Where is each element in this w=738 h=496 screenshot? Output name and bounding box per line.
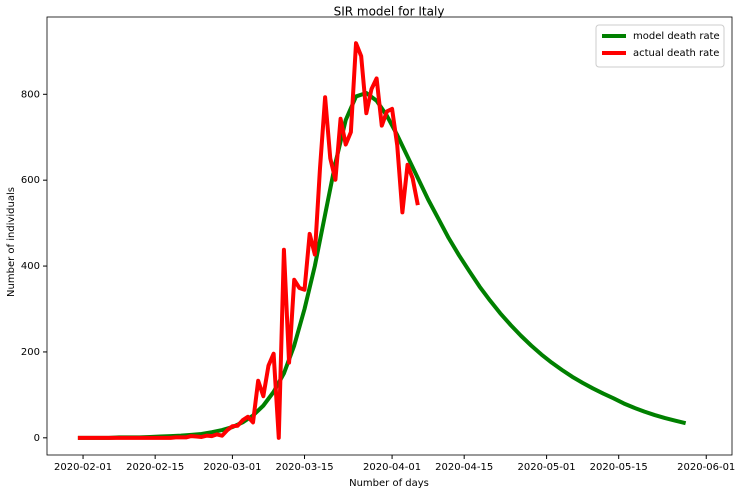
legend: model death rate actual death rate [595, 24, 725, 68]
y-tick-label: 800 [21, 89, 40, 100]
x-tick-label: 2020-05-01 [518, 462, 576, 473]
x-tick-label: 2020-03-15 [275, 462, 333, 473]
chart-title: SIR model for Italy [334, 5, 445, 19]
y-tick-label: 600 [21, 175, 40, 186]
plot-frame [46, 16, 733, 456]
y-tick-label: 0 [34, 433, 40, 444]
x-axis-label: Number of days [349, 478, 429, 489]
x-tick-label: 2020-06-01 [677, 462, 735, 473]
x-tick-label: 2020-05-15 [590, 462, 648, 473]
y-axis-label: Number of individuals [6, 187, 17, 297]
y-tick-label: 200 [21, 347, 40, 358]
x-tick-label: 2020-02-15 [126, 462, 184, 473]
x-tick-label: 2020-04-15 [435, 462, 493, 473]
legend-label: model death rate [633, 31, 720, 42]
legend-label: actual death rate [633, 48, 719, 59]
legend-box [595, 24, 725, 68]
line [77, 41, 420, 440]
y-tick-label: 400 [21, 261, 40, 272]
x-tick-label: 2020-02-01 [54, 462, 112, 473]
x-tick-label: 2020-04-01 [363, 462, 421, 473]
x-tick-label: 2020-03-01 [203, 462, 261, 473]
